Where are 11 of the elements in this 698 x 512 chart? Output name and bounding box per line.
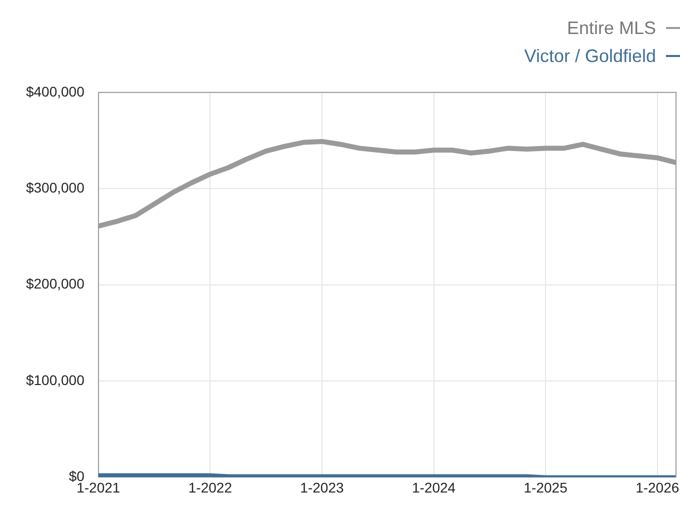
legend-label: Victor / Goldfield xyxy=(524,45,656,68)
y-tick-label: $300,000 xyxy=(26,179,85,196)
x-tick-label: 1-2022 xyxy=(188,479,232,496)
x-tick-label: 1-2024 xyxy=(412,479,456,496)
x-tick-label: 1-2023 xyxy=(300,479,344,496)
legend-label: Entire MLS xyxy=(566,17,656,40)
y-tick-label: $200,000 xyxy=(26,276,85,292)
y-tick-label: $100,000 xyxy=(26,372,85,388)
x-tick-label: 1-2025 xyxy=(524,479,568,496)
y-tick-label: $400,000 xyxy=(26,83,85,100)
x-tick-label: 1-2026 xyxy=(636,479,680,496)
